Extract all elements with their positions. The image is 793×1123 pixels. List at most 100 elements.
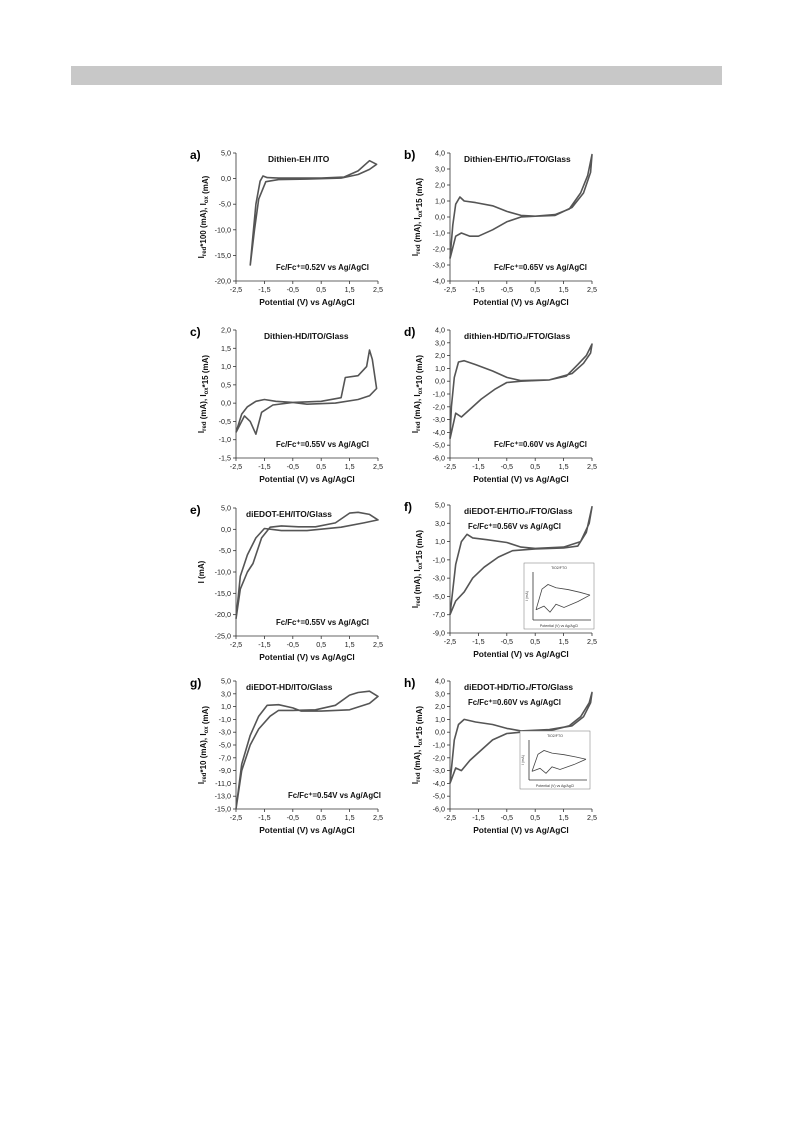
y-axis-title: Ired (mA), Iox*15 (mA) [411,178,424,257]
x-tick-label: -2,5 [230,640,242,649]
y-tick-label: 1,0 [435,537,445,546]
x-tick-label: 2,5 [587,637,597,646]
y-tick-label: 5,0 [221,149,231,158]
y-tick-label: -6,0 [433,454,445,463]
x-tick-label: 1,5 [345,285,355,294]
y-tick-label: 1,5 [221,344,231,353]
chart-title: Dithien-HD/ITO/Glass [264,331,349,341]
panel-letter: b) [404,148,415,162]
y-tick-label: -4,0 [433,277,445,286]
inset-chart: TiO2/FTO Potential (V) vs Ag/AgCl I (mA) [519,730,591,790]
y-axis-title: Ired (mA), Iox*15 (mA) [411,706,424,785]
inset-x-title: Potential (V) vs Ag/AgCl [536,784,575,788]
y-tick-label: -1,0 [433,229,445,238]
y-tick-label: -3,0 [433,574,445,583]
y-tick-label: 5,0 [221,504,231,513]
x-tick-label: 1,5 [559,462,569,471]
panel-letter: c) [190,325,201,339]
cv-curve [449,506,593,616]
x-tick-label: -1,5 [258,813,270,822]
x-axis-title: Potential (V) vs Ag/AgCl [473,649,569,659]
y-tick-label: -4,0 [433,428,445,437]
x-tick-label: -0,5 [501,813,513,822]
y-tick-label: 0,0 [435,213,445,222]
y-tick-label: 2,0 [435,351,445,360]
panel-letter: f) [404,500,412,514]
y-axis-title: Ired (mA), Iox*10 (mA) [411,355,424,434]
y-tick-label: -1,0 [219,715,231,724]
y-tick-label: -20,0 [215,610,231,619]
chart-panel-g: g) 5,0 3,0 1,0 -1,0 -3,0 -5,0 -7,0 -9,0 -11,0 -13,… [190,676,383,835]
chart-panel-e: e) 5,0 0,0 -5,0 -10,0 -15,0 -20,0 -25,0-2,5 -1,5… [190,503,383,662]
y-axis-title: I (mA) [197,560,206,583]
x-axis-title: Potential (V) vs Ag/AgCl [473,474,569,484]
y-tick-label: 1,0 [435,364,445,373]
x-tick-label: 1,5 [345,813,355,822]
x-tick-label: -0,5 [287,640,299,649]
x-tick-label: 1,5 [345,640,355,649]
inset-curve-forward [535,584,591,610]
y-tick-label: -11,0 [215,779,231,788]
x-tick-label: 0,5 [530,462,540,471]
chart-panel-c: c) 2,01,51,00,50,0-0,5-1,0-1,5-2,5 -1,5 -0,… [190,325,383,484]
x-tick-label: -2,5 [230,462,242,471]
x-tick-label: -1,5 [472,637,484,646]
y-tick-label: -5,0 [433,441,445,450]
y-tick-label: 5,0 [435,501,445,510]
x-tick-label: 2,5 [587,462,597,471]
x-tick-label: -0,5 [287,462,299,471]
y-tick-label: 2,0 [221,326,231,335]
reference-annotation: Fc/Fc⁺=0.52V vs Ag/AgCl [276,263,369,272]
x-tick-label: 2,5 [373,285,383,294]
y-tick-label: -5,0 [219,741,231,750]
panel-letter: e) [190,503,201,517]
y-axis-title: Ired*10 (mA), Iox (mA) [197,706,210,785]
reference-annotation: Fc/Fc⁺=0.56V vs Ag/AgCl [468,522,561,531]
y-tick-label: -13,0 [215,792,231,801]
y-tick-label: -9,0 [219,766,231,775]
chart-title: diEDOT-HD/TiO₂/FTO/Glass [464,682,573,692]
x-tick-label: -1,5 [258,462,270,471]
x-tick-label: 0,5 [530,637,540,646]
inset-frame [523,562,595,630]
x-tick-label: 1,5 [559,285,569,294]
y-tick-label: -5,0 [433,792,445,801]
reference-annotation: Fc/Fc⁺=0.60V vs Ag/AgCl [468,698,561,707]
y-tick-label: 3,0 [435,519,445,528]
y-tick-label: -7,0 [219,753,231,762]
y-tick-label: 1,0 [435,197,445,206]
x-axis-title: Potential (V) vs Ag/AgCl [259,652,355,662]
x-tick-label: -1,5 [472,285,484,294]
x-axis-title: Potential (V) vs Ag/AgCl [473,825,569,835]
y-tick-label: -1,0 [219,435,231,444]
inset-title: TiO2/FTO [547,734,563,738]
reference-annotation: Fc/Fc⁺=0.60V vs Ag/AgCl [494,440,587,449]
cv-curve [449,691,593,784]
cv-curve [235,511,379,620]
y-axis-title: Ired*100 (mA), Iox (mA) [197,175,210,258]
y-axis-title: Ired (mA), Iox*15 (mA) [197,355,210,434]
x-tick-label: -0,5 [501,637,513,646]
y-tick-label: -3,0 [433,261,445,270]
reference-annotation: Fc/Fc⁺=0.55V vs Ag/AgCl [276,618,369,627]
inset-curve-reverse [535,594,591,613]
y-tick-label: -9,0 [433,629,445,638]
y-tick-label: -4,0 [433,779,445,788]
inset-curve-reverse [531,758,587,774]
y-tick-label: 0,0 [435,728,445,737]
y-tick-label: 0,5 [221,380,231,389]
panel-letter: g) [190,676,201,690]
x-tick-label: -2,5 [444,285,456,294]
y-tick-label: 0,0 [221,174,231,183]
panel-letter: a) [190,148,201,162]
x-tick-label: -1,5 [472,462,484,471]
chart-title: dithien-HD/TiO₂/FTO/Glass [464,331,571,341]
y-tick-label: 3,0 [435,338,445,347]
x-tick-label: 0,5 [530,813,540,822]
y-tick-label: 5,0 [221,677,231,686]
inset-title: TiO2/FTO [551,566,567,570]
x-tick-label: 0,5 [316,813,326,822]
y-tick-label: -2,0 [433,402,445,411]
chart-title: Dithien-EH/TiO₂/FTO/Glass [464,154,571,164]
y-tick-label: -20,0 [215,277,231,286]
